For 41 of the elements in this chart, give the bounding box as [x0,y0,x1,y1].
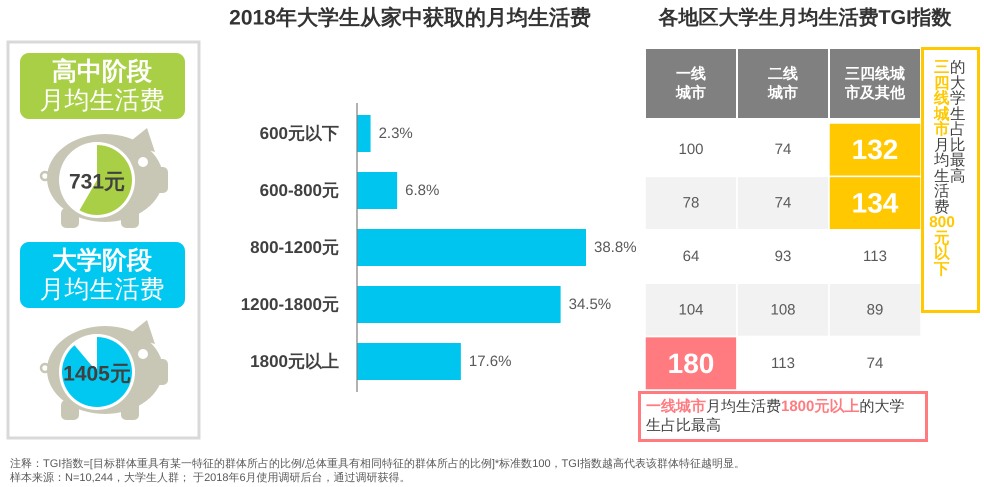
data-label: 104 [678,301,704,318]
bar [357,115,371,152]
bar [357,172,398,209]
data-label: 38.8% [594,239,637,256]
text: 注释：TGI指数=[目标群体重具有某一特征的群体所占的比例/总体重具有相同特征的群体所占的比例]*标准数100，TGI指数越高代表该群体特征越明显。 [10,457,745,470]
y-tick-label: 600-800元 [260,181,339,200]
data-label: 34.5% [568,296,612,313]
data-label: 132 [852,134,898,166]
data-label: 64 [682,248,700,265]
text: 1405元 [63,362,131,386]
data-label: 93 [774,248,792,265]
data-label: 2.3% [378,125,413,142]
x-tick-label: 二线城市 [767,66,798,102]
y-tick-label: 1800元以上 [250,352,339,371]
y-tick-label: 600元以下 [260,124,339,143]
data-label: 113 [771,354,795,372]
text: 样本来源：N=10,244，大学生人群； 于2018年6月使用调研后台，通过调研获得。 [10,471,411,484]
y-tick-label: 800-1200元 [250,238,339,257]
data-label: 134 [852,188,899,219]
bar [357,229,586,266]
x-tick-label: 一线城市 [675,66,706,102]
data-label: 74 [774,141,792,158]
data-label: 100 [678,141,704,158]
data-label: 6.8% [405,182,440,199]
category-label: 高中阶段月均生活费 [40,58,164,114]
y-tick-label: 1200-1800元 [240,295,339,314]
data-label: 74 [866,354,884,372]
chart-title: 2018年大学生从家中获取的月均生活费 [229,6,591,30]
data-label: 74 [774,194,792,212]
bar [357,343,461,380]
data-label: 108 [770,301,796,318]
data-label: 89 [866,301,884,318]
data-label: 17.6% [468,353,512,370]
x-tick-label: 三四线城市及其他 [844,66,906,102]
data-label: 180 [668,348,714,379]
data-label: 78 [682,194,700,212]
data-label: 113 [863,248,887,265]
bar [357,286,561,323]
text: 一线城市月均生活费1800元以上的大学生占比最高 [646,398,904,434]
chart-title: 各地区大学生月均生活费TGI指数 [657,7,953,29]
category-label: 大学阶段月均生活费 [40,246,164,304]
